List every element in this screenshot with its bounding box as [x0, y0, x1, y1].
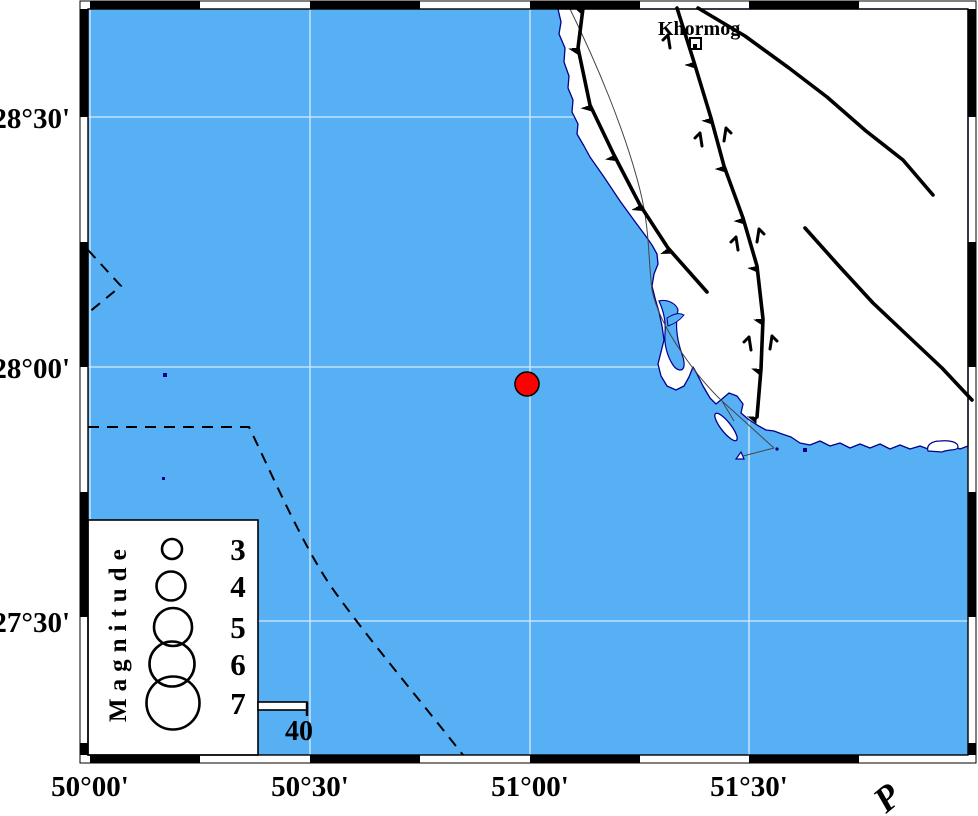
x-axis-labels: 50°00' 50°30' 51°00' 51°30': [51, 771, 788, 803]
thrust-faults: [578, 6, 974, 417]
coastal-fault: [578, 8, 709, 294]
map-frame: [79, 0, 977, 764]
legend-size-3: 3: [230, 532, 246, 567]
scale-bar-label: 40: [285, 716, 313, 747]
legend-size-7: 7: [230, 686, 246, 721]
x-label-5100: 51°00': [491, 771, 569, 803]
x-label-5130: 51°30': [710, 771, 788, 803]
epicenter-marker[interactable]: [514, 371, 540, 397]
legend-title: Magnitude: [105, 542, 132, 722]
bathymetry-contours: [87, 249, 464, 756]
khormog-fault: [675, 6, 765, 417]
legend-size-6: 6: [230, 647, 246, 682]
y-label-2800: 28°00': [0, 353, 70, 385]
northeast-fault: [696, 6, 935, 197]
legend-size-5: 5: [230, 610, 246, 645]
y-axis-labels: 28°30' 28°00' 27°30': [0, 103, 70, 639]
east-fault: [805, 226, 974, 402]
khormog-town-symbol: [689, 37, 702, 50]
khormog-label: Khormog: [658, 18, 740, 40]
magnitude-legend: Magnitude 3 4 5 6 7: [87, 519, 259, 756]
bay-inlet: [658, 299, 685, 371]
corner-letter: P: [865, 775, 909, 816]
coastal-island: [927, 440, 959, 453]
x-label-5030: 50°30': [271, 771, 349, 803]
legend-size-4: 4: [230, 569, 246, 604]
y-label-2830: 28°30': [0, 103, 70, 135]
x-label-5000: 50°00': [51, 771, 129, 803]
scale-bar: 40: [257, 701, 313, 747]
islet-dots: [162, 373, 807, 480]
y-label-2730: 27°30': [0, 607, 70, 639]
